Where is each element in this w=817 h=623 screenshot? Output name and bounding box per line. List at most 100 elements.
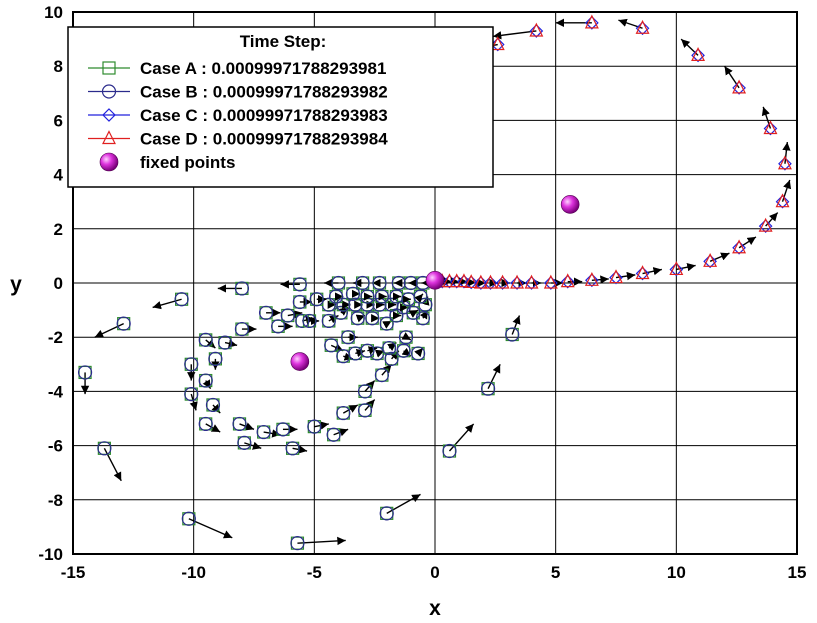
plot-frame (72, 11, 798, 555)
y-tick-labels: -10 -8 -6 -4 -2 0 2 4 6 8 10 (38, 3, 63, 564)
data-point-circle (285, 441, 300, 456)
x-tick-label: 10 (667, 563, 686, 582)
data-point-diamond (464, 275, 479, 290)
x-tick-label: 0 (430, 563, 439, 582)
data-point-triangle (510, 274, 525, 289)
data-point-triangle (490, 36, 505, 51)
y-tick-label: 2 (54, 220, 63, 239)
direction-arrow (355, 348, 366, 358)
data-point-diamond (510, 276, 524, 290)
direction-arrow (618, 18, 643, 29)
y-tick-label: 0 (54, 274, 63, 293)
y-tick-label: 10 (44, 3, 63, 22)
data-point-triangle (464, 274, 479, 289)
direction-arrow (202, 379, 212, 390)
data-point-circle (324, 338, 339, 353)
data-point-triangle (669, 261, 684, 276)
data-point-triangle (584, 271, 599, 286)
direction-arrow (103, 447, 122, 482)
direction-arrow (314, 421, 329, 430)
data-point-triangle (703, 252, 718, 267)
fixed-points (290, 195, 580, 371)
data-point-triangle (732, 79, 747, 94)
data-point-circle (360, 289, 375, 304)
direction-arrow (94, 323, 124, 338)
y-tick-label: 4 (54, 166, 64, 185)
y-tick-label: 6 (54, 111, 63, 130)
data-point-circle (184, 387, 199, 402)
data-point-circle (181, 511, 196, 526)
data-point-triangle (495, 274, 510, 289)
fixed-point (290, 352, 310, 371)
data-point-circle (331, 275, 346, 291)
fixed-point (425, 270, 445, 290)
direction-arrow (448, 423, 475, 452)
data-point-circle (174, 292, 189, 307)
data-point-circle (357, 403, 373, 418)
legend-marker-diamond (102, 108, 116, 122)
direction-arrow (152, 298, 182, 310)
data-point-circle (480, 381, 496, 396)
data-point-circle (374, 289, 390, 304)
legend-box (67, 26, 494, 188)
data-point-diamond (474, 276, 488, 290)
direction-arrow (333, 428, 349, 437)
data-point-circle (77, 365, 93, 380)
data-point-triangle (758, 217, 773, 232)
data-point-circle (97, 441, 112, 456)
data-point-circle (295, 313, 310, 329)
legend-title: Time Step: (240, 32, 327, 51)
direction-arrow (386, 493, 421, 514)
x-axis-label: x (429, 597, 441, 620)
data-point-circle (208, 351, 223, 366)
direction-arrow (401, 332, 412, 341)
data-point-triangle (483, 274, 498, 289)
y-tick-label: -4 (48, 382, 64, 401)
direction-arrow (244, 441, 262, 450)
x-tick-label: -15 (61, 563, 86, 582)
data-point-triangle (473, 274, 488, 289)
data-point-circle (302, 313, 317, 329)
direction-arrow (328, 314, 339, 324)
data-point-circle (271, 319, 286, 334)
direction-arrow (367, 346, 378, 355)
data-point-circle (292, 277, 307, 292)
fixed-point (560, 195, 580, 214)
data-point-circle (292, 294, 307, 310)
legend-entry-label: Case B : 0.00099971788293982 (140, 83, 388, 102)
data-point-circle (379, 506, 394, 521)
data-point-circle (333, 305, 348, 320)
legend-entry-label: Case C : 0.00099971788293983 (140, 106, 388, 125)
legend-entry-label: Case D : 0.00099971788293984 (140, 130, 388, 149)
direction-arrow (189, 393, 198, 411)
data-point-circle (307, 419, 322, 434)
direction-arrow (188, 518, 233, 539)
data-point-circle (326, 427, 341, 442)
direction-arrow (761, 106, 772, 129)
y-tick-label: 8 (54, 57, 63, 76)
data-point-circle (345, 286, 361, 301)
data-point-triangle (732, 239, 747, 254)
data-point-circle (374, 368, 390, 383)
data-point-diamond (585, 15, 599, 30)
data-point-diamond (529, 24, 544, 38)
data-point-diamond (483, 276, 498, 290)
x-tick-label: -5 (307, 563, 322, 582)
data-point-diamond (778, 156, 792, 171)
data-point-triangle (763, 120, 778, 135)
direction-arrow (511, 315, 521, 335)
data-point-circle (365, 311, 380, 326)
x-tick-label: 5 (551, 563, 560, 582)
x-tick-label: 15 (788, 563, 807, 582)
data-point-diamond (775, 194, 790, 209)
data-point-triangle (543, 274, 558, 289)
data-point-triangle (529, 22, 544, 37)
data-point-circle (237, 435, 252, 450)
x-tick-labels: -15 -10 -5 0 5 10 15 (61, 563, 807, 582)
y-tick-label: -10 (38, 545, 63, 564)
data-point-diamond (732, 81, 746, 95)
data-point-circle (234, 281, 250, 296)
legend-marker-triangle (102, 130, 116, 145)
data-point-circle (505, 327, 520, 342)
data-point-circle (372, 275, 387, 291)
